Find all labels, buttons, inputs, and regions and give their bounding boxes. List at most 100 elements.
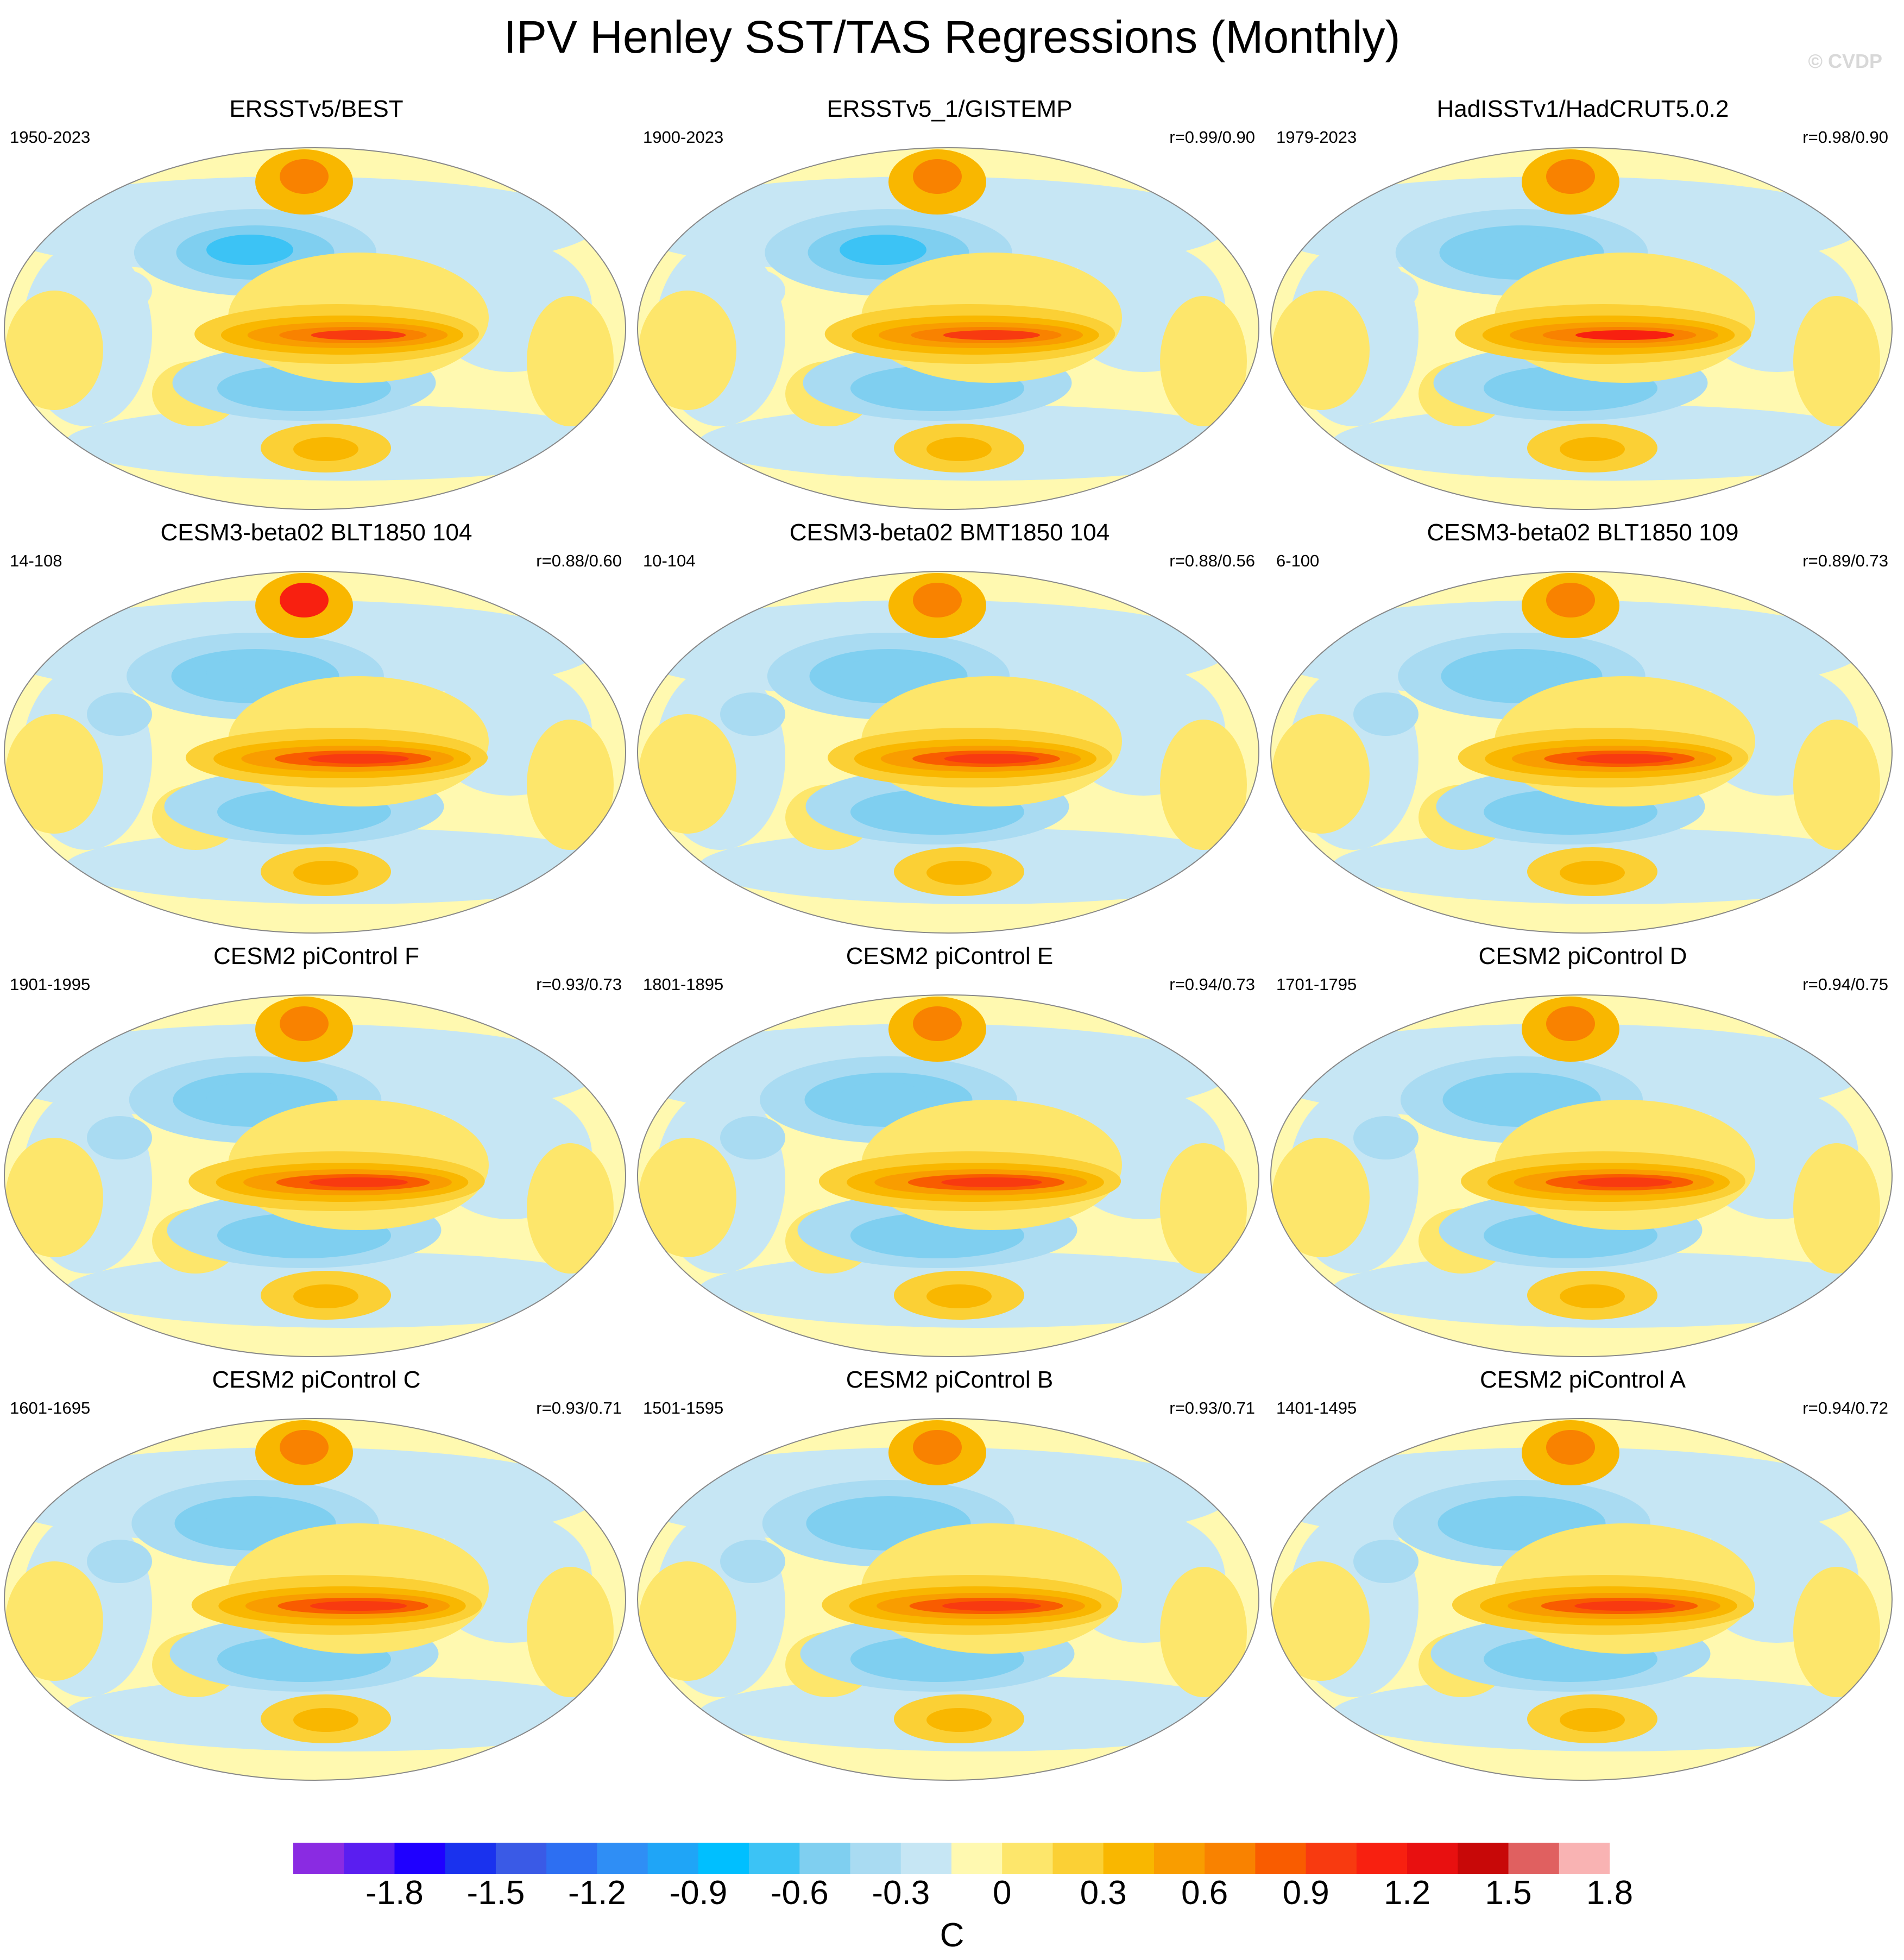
colorbar-tick-label: 1.5 — [1485, 1874, 1532, 1912]
panel-years: 6-100 — [1276, 551, 1320, 570]
colorbar-tick-label: -1.8 — [365, 1874, 424, 1912]
south-pacific-warm-core — [293, 861, 358, 885]
alaska-warm-core — [913, 1430, 962, 1465]
africa-warm-patch — [639, 714, 736, 834]
colorbar-swatch — [445, 1843, 496, 1874]
panel-years: 1901-1995 — [10, 975, 91, 994]
panel-correlation: r=0.89/0.73 — [1802, 551, 1888, 570]
panel-title: CESM2 piControl E — [846, 943, 1054, 969]
colorbar-swatch — [647, 1843, 699, 1874]
map-panel: HadISSTv1/HadCRUT5.0.2 1979-2023 r=0.98/0.… — [1266, 95, 1899, 524]
map-outline — [1270, 994, 1893, 1357]
alaska-warm-core — [913, 1006, 962, 1041]
regression-map — [1270, 1418, 1893, 1781]
south-pacific-warm-core — [293, 1708, 358, 1732]
africa-warm-patch — [1272, 291, 1370, 410]
panel-years: 1601-1695 — [10, 1398, 91, 1417]
north-pacific-cool-center — [1473, 1505, 1560, 1536]
africa-warm-patch — [1272, 1561, 1370, 1681]
alaska-warm-core — [280, 159, 329, 194]
asia-cool-patch — [720, 1540, 785, 1583]
regression-map — [4, 147, 626, 510]
panel-years: 10-104 — [643, 551, 696, 570]
africa-warm-patch — [5, 714, 103, 834]
panel-years: 1979-2023 — [1276, 128, 1357, 147]
africa-warm-patch — [639, 1138, 736, 1257]
panel-correlation: r=0.94/0.75 — [1802, 975, 1888, 994]
colorbar-tick-label: -0.6 — [770, 1874, 829, 1912]
tropical-pacific-warm-core — [1576, 754, 1674, 764]
panel-correlation: r=0.93/0.71 — [1169, 1398, 1255, 1417]
regression-map — [1270, 571, 1893, 934]
east-warm-patch — [527, 1143, 614, 1274]
map-panel: CESM2 piControl A 1401-1495 r=0.94/0.72 — [1266, 1366, 1899, 1795]
east-warm-patch — [1160, 1567, 1247, 1697]
east-warm-patch — [527, 1567, 614, 1697]
asia-cool-patch — [87, 269, 152, 312]
colorbar-swatch — [749, 1843, 800, 1874]
north-pacific-cool-center — [206, 658, 293, 689]
south-pacific-warm-core — [926, 1284, 992, 1308]
colorbar-swatch — [293, 1843, 344, 1874]
north-pacific-cool-center — [1473, 1082, 1560, 1112]
east-warm-patch — [1160, 296, 1247, 426]
tropical-pacific-warm-core — [944, 754, 1039, 764]
africa-warm-patch — [5, 1561, 103, 1681]
east-warm-patch — [1793, 720, 1880, 850]
colorbar-tick-label: 0.9 — [1282, 1874, 1329, 1912]
panel-title: CESM2 piControl F — [213, 943, 419, 969]
alaska-warm-core — [1546, 1430, 1595, 1465]
africa-warm-patch — [1272, 714, 1370, 834]
colorbar-tick-label: -0.3 — [872, 1874, 930, 1912]
africa-warm-patch — [5, 1138, 103, 1257]
panel-title: CESM2 piControl C — [212, 1366, 421, 1393]
panel-years: 14-108 — [10, 551, 62, 570]
regression-map — [637, 1418, 1259, 1781]
colorbar-swatch — [1255, 1843, 1307, 1874]
panel-correlation: r=0.88/0.60 — [536, 551, 622, 570]
asia-cool-patch — [87, 692, 152, 736]
north-pacific-cool-center — [840, 658, 926, 689]
asia-cool-patch — [1353, 269, 1418, 312]
colorbar-swatch — [1407, 1843, 1458, 1874]
panel-correlation: r=0.94/0.73 — [1169, 975, 1255, 994]
panel-title: HadISSTv1/HadCRUT5.0.2 — [1436, 96, 1729, 122]
panel-title: CESM3-beta02 BLT1850 109 — [1427, 519, 1739, 546]
east-warm-patch — [1160, 720, 1247, 850]
asia-cool-patch — [1353, 1116, 1418, 1159]
alaska-warm-core — [1546, 159, 1595, 194]
alaska-warm-core — [913, 159, 962, 194]
map-outline — [1270, 571, 1893, 934]
east-warm-patch — [1793, 296, 1880, 426]
tropical-pacific-warm-core — [310, 1601, 407, 1611]
regression-map — [1270, 147, 1893, 510]
tropical-pacific-warm-core — [943, 330, 1041, 340]
colorbar-swatch — [1458, 1843, 1509, 1874]
colorbar-swatch — [698, 1843, 749, 1874]
panel-correlation: r=0.88/0.56 — [1169, 551, 1255, 570]
map-outline — [4, 1418, 626, 1781]
map-outline — [637, 571, 1259, 934]
asia-cool-patch — [87, 1116, 152, 1159]
africa-warm-patch — [639, 291, 736, 410]
colorbar-swatch — [1002, 1843, 1053, 1874]
panel-correlation: r=0.94/0.72 — [1802, 1398, 1888, 1417]
south-pacific-warm-core — [926, 437, 992, 461]
east-warm-patch — [1793, 1143, 1880, 1274]
south-pacific-warm-core — [293, 437, 358, 461]
north-pacific-cool-center — [206, 1082, 293, 1112]
map-panel: CESM2 piControl F 1901-1995 r=0.93/0.73 — [0, 942, 633, 1371]
tropical-pacific-warm-core — [1575, 330, 1674, 340]
alaska-warm-core — [280, 583, 329, 617]
colorbar-tick-label: 1.8 — [1586, 1874, 1634, 1912]
asia-cool-patch — [87, 1540, 152, 1583]
map-panel: CESM2 piControl B 1501-1595 r=0.93/0.71 — [633, 1366, 1266, 1795]
east-warm-patch — [1793, 1567, 1880, 1697]
colorbar-swatch — [1508, 1843, 1560, 1874]
africa-warm-patch — [639, 1561, 736, 1681]
panel-correlation: r=0.93/0.71 — [536, 1398, 622, 1417]
colorbar-swatch — [1205, 1843, 1256, 1874]
regression-map — [637, 994, 1259, 1357]
africa-warm-patch — [1272, 1138, 1370, 1257]
watermark: © CVDP — [1808, 50, 1882, 72]
